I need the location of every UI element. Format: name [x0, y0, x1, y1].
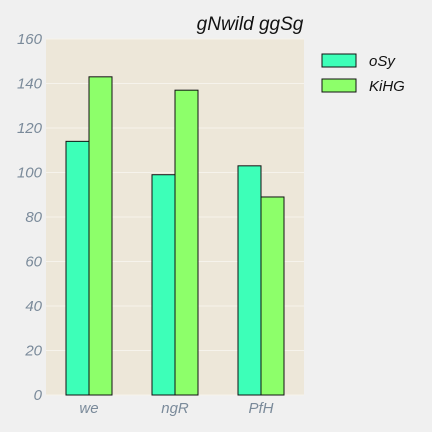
y-tick-label: 140 — [17, 76, 43, 93]
bar-oSy-PfH — [237, 165, 262, 396]
y-tick-label: 0 — [34, 387, 43, 404]
bar-KiHG-PfH — [260, 196, 285, 396]
bar-oSy-ngR — [151, 174, 176, 396]
y-tick-label: 160 — [17, 31, 43, 48]
legend: oSy KiHG — [321, 53, 405, 95]
y-tick-label: 60 — [25, 254, 42, 271]
y-axis-ticks: 0 20 40 60 80 100 120 140 160 — [17, 31, 43, 404]
bars — [65, 76, 285, 396]
y-tick-label: 40 — [25, 298, 42, 315]
y-tick-label: 20 — [24, 343, 42, 360]
legend-swatch — [321, 78, 357, 93]
chart-title: gNwild ggSg — [197, 14, 304, 35]
y-tick-label: 120 — [17, 120, 43, 137]
bar-oSy-we — [65, 140, 90, 396]
y-tick-label: 80 — [25, 209, 42, 226]
bar-KiHG-ngR — [174, 89, 199, 396]
x-tick-label: PfH — [248, 400, 273, 417]
y-tick-label: 100 — [17, 165, 43, 182]
bar-KiHG-we — [88, 76, 113, 396]
legend-swatch — [321, 53, 357, 68]
x-tick-label: ngR — [161, 400, 189, 417]
legend-label: KiHG — [369, 78, 405, 95]
legend-label: oSy — [369, 53, 396, 70]
x-axis-ticks: we ngR PfH — [79, 400, 273, 417]
x-tick-label: we — [79, 400, 98, 417]
